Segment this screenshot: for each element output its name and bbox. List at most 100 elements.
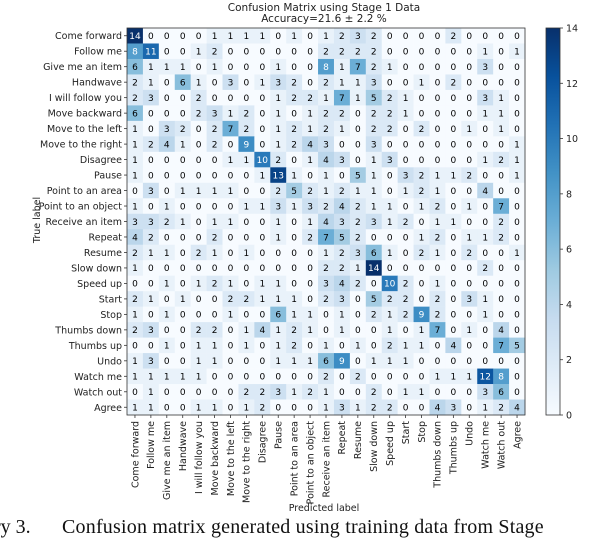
cell-value: 0: [180, 404, 186, 414]
cell-value: 0: [275, 249, 281, 259]
cell-value: 0: [244, 171, 250, 181]
matrix-cell: [461, 399, 478, 416]
cell-value: 3: [323, 140, 329, 150]
x-tick-labels: Come forward Follow me Give me an item Hand…: [130, 415, 523, 504]
matrix-cell: [270, 58, 287, 75]
matrix-cell: [158, 322, 176, 338]
cell-value: 4: [164, 140, 170, 150]
matrix-cell: [238, 58, 255, 75]
matrix-cell: [413, 43, 430, 60]
cell-value: 2: [132, 326, 138, 336]
cell-value: 0: [164, 187, 170, 197]
cell-value: 1: [291, 388, 297, 398]
matrix-cell: [349, 43, 367, 60]
matrix-cell: [397, 198, 414, 215]
matrix-cell: [238, 384, 255, 400]
cell-value: 0: [196, 140, 202, 150]
colorbar-tick-label: 14: [566, 24, 578, 35]
cell-value: 0: [164, 156, 170, 166]
cell-value: 0: [291, 156, 297, 166]
matrix-cell: [174, 182, 191, 199]
cell-value: 1: [403, 94, 409, 104]
x-tick-label: Agree: [512, 421, 523, 449]
matrix-cell: [238, 28, 255, 44]
matrix-cell: [477, 353, 494, 369]
matrix-cell: [477, 229, 494, 246]
cell-value: 0: [482, 326, 488, 336]
matrix-cell: [493, 306, 510, 323]
cell-value: 0: [307, 32, 313, 42]
matrix-cell: [254, 368, 271, 385]
y-tick-label: Slow down: [71, 263, 122, 274]
matrix-cell: [477, 291, 494, 307]
cell-value: 0: [514, 218, 520, 228]
y-axis-label: True label: [32, 197, 43, 244]
matrix-cell: [493, 105, 510, 122]
y-tick-label: Speed up: [77, 279, 122, 290]
matrix-cell: [397, 74, 414, 91]
cell-value: 0: [419, 357, 425, 367]
matrix-cell: [158, 213, 176, 230]
cell-value: 3: [466, 295, 472, 305]
matrix-cell: [429, 399, 446, 416]
matrix-cell: [397, 213, 414, 230]
matrix-cell: [349, 306, 367, 323]
matrix-cell: [349, 337, 367, 354]
cell-value: 0: [275, 404, 281, 414]
matrix-cell: [349, 399, 367, 416]
figure-caption: ry 3. Confusion matrix generated using t…: [0, 516, 606, 540]
matrix-cell: [302, 182, 319, 199]
cell-value: 0: [212, 94, 218, 104]
cell-value: 0: [259, 63, 265, 73]
matrix-cells: 14 0 0 0 0 1 1 1 1 0 1 0 1 2 3 2 0 0 0 0 2 0 0 0 08 11 0 0 1 2 0 0 0 0 0 0 2…: [126, 27, 526, 416]
matrix-cell: [509, 353, 526, 369]
matrix-cell: [509, 229, 526, 246]
cell-value: 0: [212, 373, 218, 383]
cell-value: 0: [450, 156, 456, 166]
matrix-cell: [222, 244, 239, 261]
matrix-cell: [190, 28, 207, 44]
matrix-cell: [509, 213, 526, 230]
matrix-cell: [429, 291, 446, 307]
cell-value: 0: [482, 357, 488, 367]
matrix-cell: [318, 213, 335, 230]
cell-value: 0: [148, 202, 154, 212]
matrix-cell: [349, 182, 367, 199]
cell-value: 3: [228, 78, 234, 88]
cell-value: 0: [450, 94, 456, 104]
matrix-cell: [127, 291, 144, 307]
cell-value: 1: [180, 295, 186, 305]
cell-value: 1: [164, 202, 170, 212]
cell-value: 0: [339, 140, 345, 150]
matrix-cell: [158, 136, 176, 153]
cell-value: 3: [339, 218, 345, 228]
matrix-cell: [461, 198, 478, 215]
matrix-cell: [349, 89, 367, 106]
matrix-cell: [461, 275, 478, 292]
matrix-cell: [493, 28, 510, 44]
cell-value: 1: [498, 109, 504, 119]
cell-value: 0: [180, 48, 186, 58]
matrix-cell: [318, 244, 335, 261]
colorbar-tick-label: 10: [566, 134, 578, 145]
matrix-cell: [142, 275, 160, 292]
matrix-cell: [493, 229, 510, 246]
cell-value: 1: [482, 295, 488, 305]
cell-value: 13: [273, 171, 284, 181]
cell-value: 1: [450, 373, 456, 383]
cell-value: 6: [132, 63, 138, 73]
cell-value: 0: [466, 388, 472, 398]
y-tick-label: Agree: [94, 403, 122, 414]
matrix-cell: [206, 244, 223, 261]
matrix-cell: [381, 182, 398, 199]
cell-value: 1: [148, 249, 154, 259]
cell-value: 0: [482, 202, 488, 212]
cell-value: 1: [307, 218, 313, 228]
matrix-cell: [333, 120, 351, 137]
matrix-cell: [190, 136, 207, 153]
cell-value: 0: [228, 48, 234, 58]
matrix-cell: [142, 368, 160, 385]
cell-value: 1: [323, 187, 329, 197]
x-tick-label: Watch out: [496, 421, 507, 469]
matrix-cell: [174, 399, 191, 416]
